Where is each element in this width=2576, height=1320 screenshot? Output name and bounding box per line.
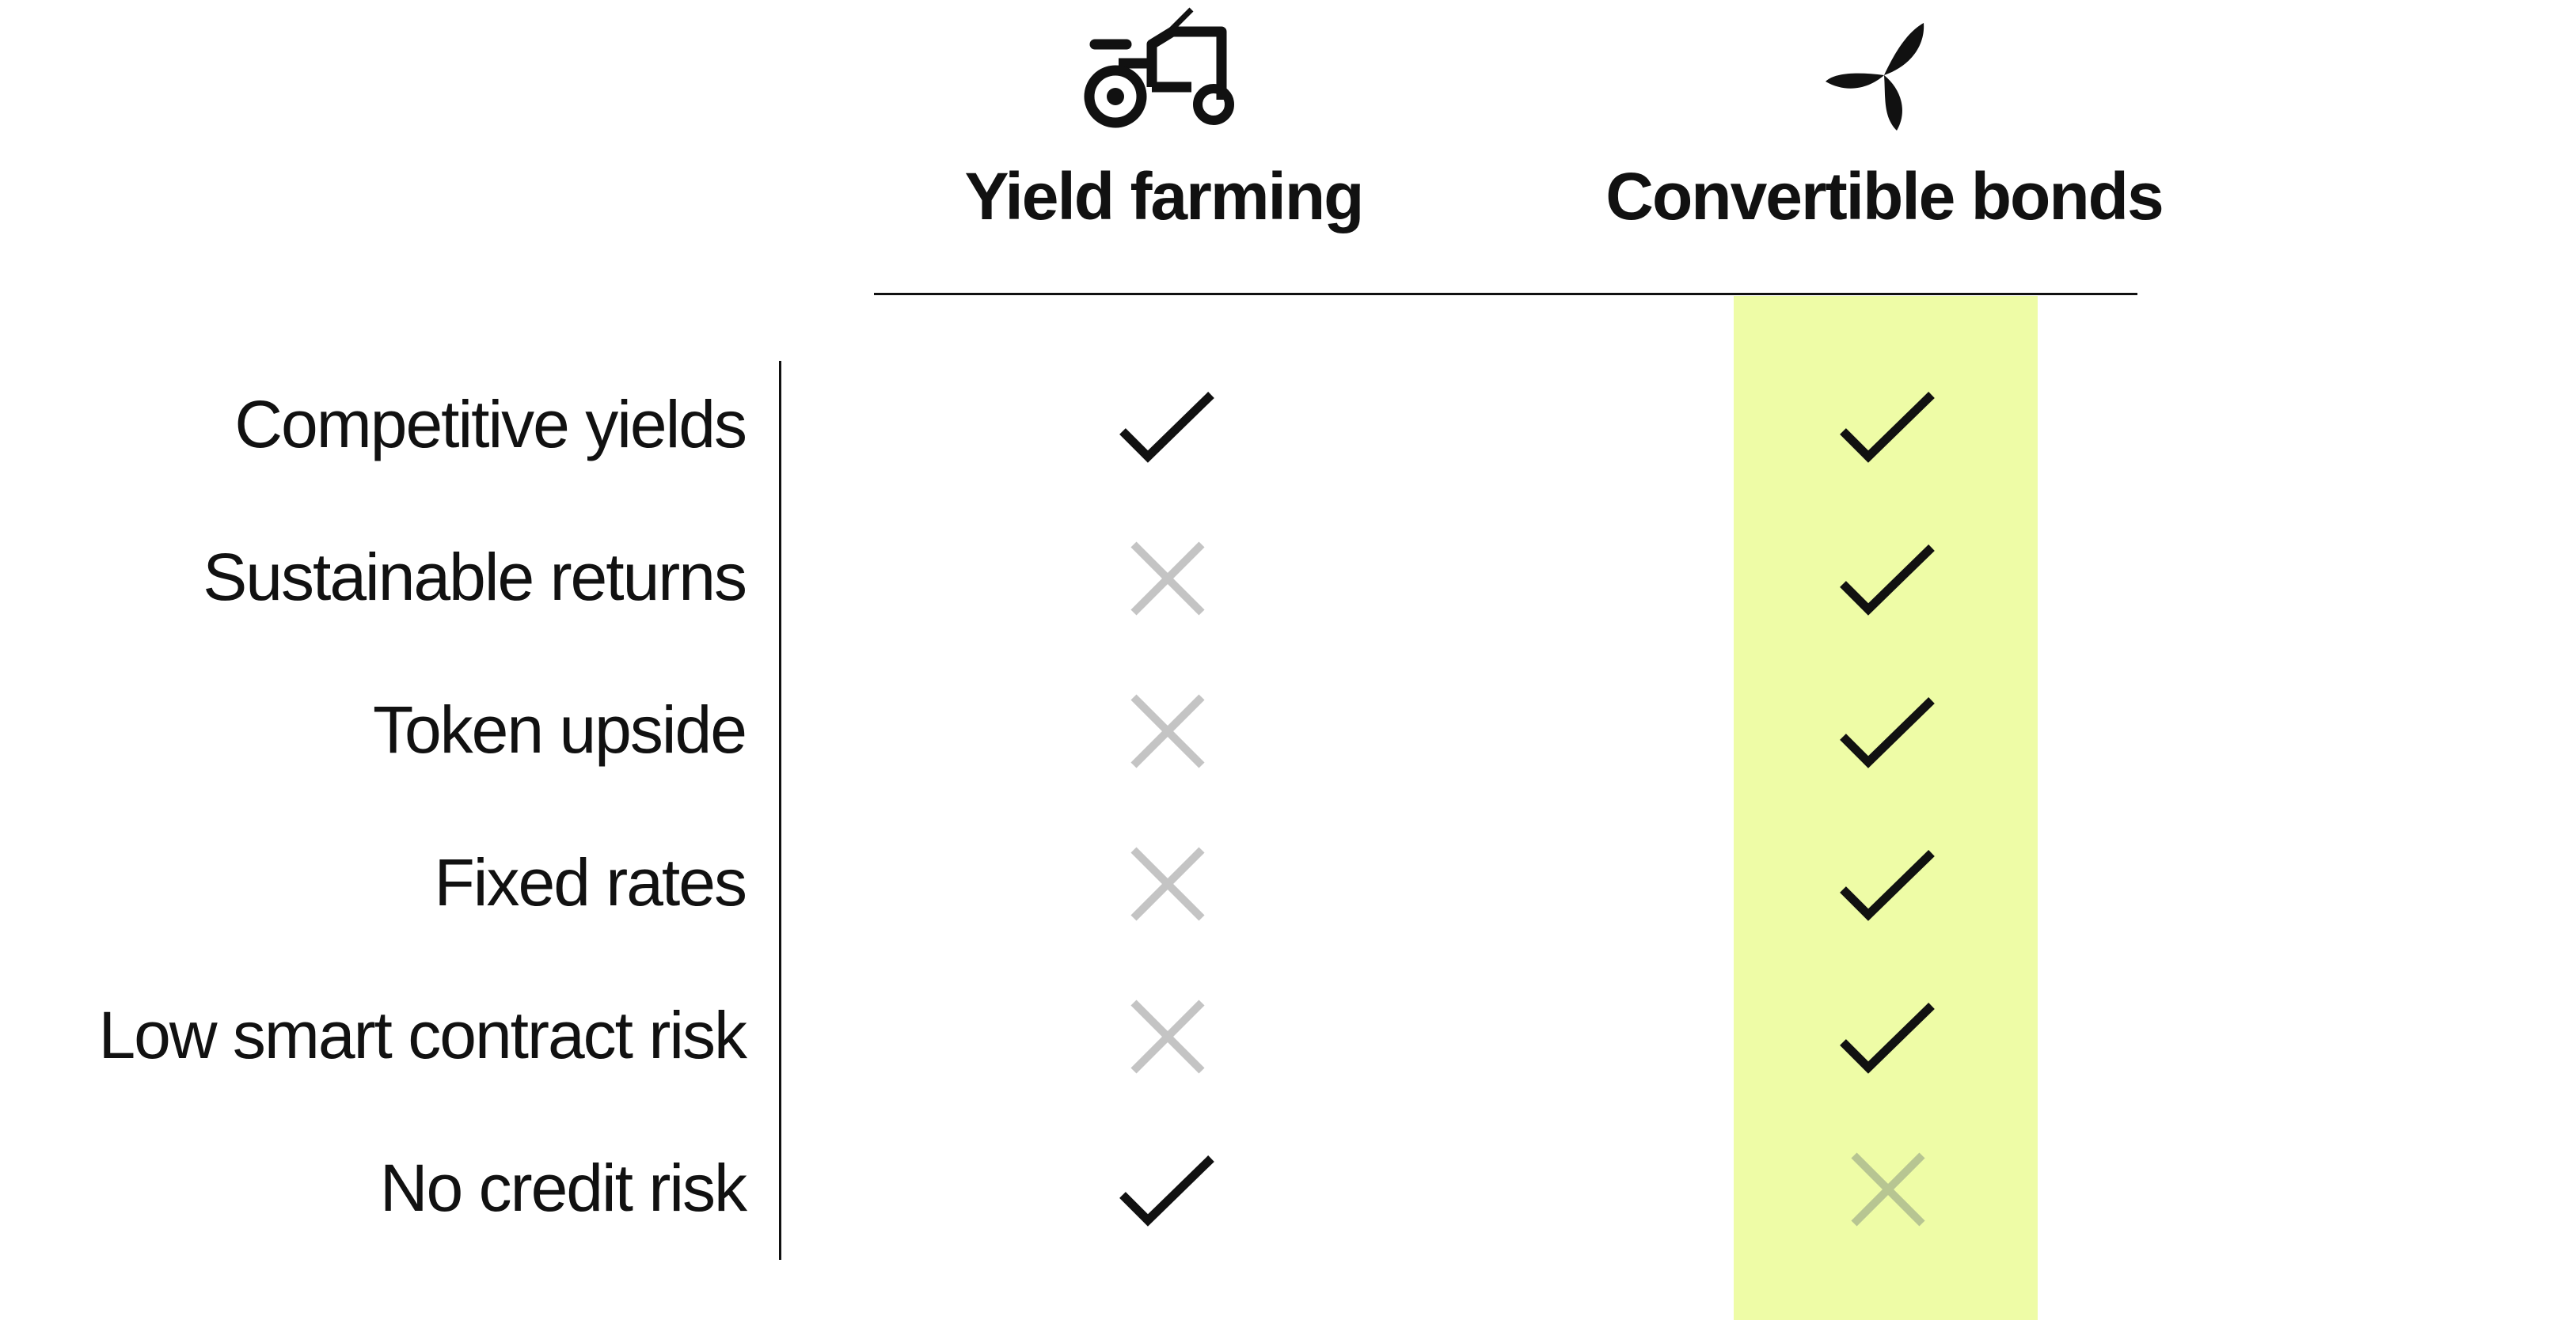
cross-icon	[1116, 842, 1219, 929]
header-divider	[874, 293, 2137, 295]
column-header-convertible-bonds: Convertible bonds	[1528, 0, 2240, 261]
check-icon	[1837, 537, 1940, 624]
label-divider	[779, 361, 781, 1260]
row-label: No credit risk	[379, 1151, 747, 1225]
row-label: Fixed rates	[434, 845, 747, 920]
three-leaf-icon	[1821, 0, 1947, 138]
row-label: Sustainable returns	[203, 540, 747, 614]
check-icon	[1837, 995, 1940, 1082]
cross-icon	[1116, 995, 1219, 1082]
check-icon	[1837, 842, 1940, 929]
check-icon	[1837, 384, 1940, 471]
cross-icon	[1116, 689, 1219, 776]
cross-icon	[1116, 537, 1219, 624]
row-label: Token upside	[372, 692, 747, 767]
column-title-yield-farming: Yield farming	[964, 159, 1365, 233]
check-icon	[1116, 384, 1219, 471]
tractor-icon	[1073, 0, 1255, 138]
cross-icon	[1837, 1147, 1940, 1235]
check-icon	[1116, 1147, 1219, 1235]
column-header-yield-farming: Yield farming	[902, 0, 1425, 261]
row-label: Low smart contract risk	[98, 998, 747, 1072]
row-label: Competitive yields	[234, 387, 747, 461]
column-title-convertible-bonds: Convertible bonds	[1605, 159, 2164, 233]
check-icon	[1837, 689, 1940, 776]
convertible-bonds-highlight	[1734, 296, 2038, 1320]
